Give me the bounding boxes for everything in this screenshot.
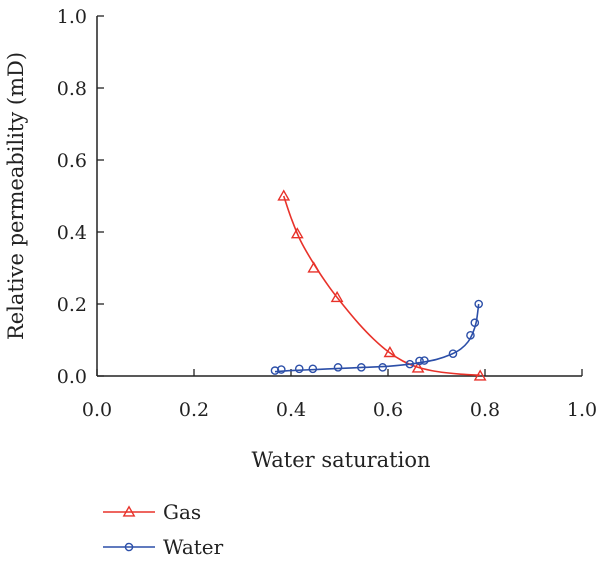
y-tick-label: 1.0: [57, 6, 87, 28]
water-data-point: [466, 331, 475, 340]
water-data-point: [470, 318, 480, 328]
x-tick-label: 0.2: [179, 399, 209, 421]
water-fit-line: [274, 303, 480, 373]
gas-data-point: [473, 369, 487, 381]
water-data-point: [308, 364, 318, 374]
water-data-point: [415, 356, 424, 366]
gas-fit-line: [282, 195, 481, 377]
gas-data-point: [277, 189, 291, 201]
x-tick-label: 0.6: [373, 399, 403, 421]
legend-water-label: Water: [163, 535, 224, 559]
x-tick-label: 0.4: [276, 399, 306, 421]
gas-data-point: [330, 290, 344, 303]
water-data-point: [405, 359, 415, 369]
y-axis-title: Relative permeability (mD): [4, 52, 28, 340]
x-tick-label: 0.0: [82, 399, 112, 421]
y-tick-label: 0.2: [57, 294, 87, 316]
y-tick-label: 0.6: [57, 150, 87, 172]
legend-water-marker: [124, 542, 134, 552]
gas-data-point: [307, 261, 321, 273]
axes: 0.0 0.2 0.4 0.6 0.8 1.0 0.0 0.2 0.4 0.6 0.8 1.0: [57, 6, 597, 421]
water-data-point: [420, 356, 429, 365]
x-axis-title: Water saturation: [251, 448, 430, 472]
water-data-point: [474, 299, 483, 309]
x-tick-label: 0.8: [470, 399, 500, 421]
gas-data-point: [411, 361, 425, 373]
y-tick-label: 0.4: [57, 222, 87, 244]
y-tick-label: 0.8: [57, 78, 87, 100]
water-data-point: [448, 349, 458, 358]
water-data-point: [270, 366, 280, 375]
plot-series: [270, 189, 487, 381]
water-data-point: [357, 363, 366, 372]
gas-data-point: [383, 345, 397, 358]
gas-data-point: [290, 227, 304, 239]
legend: Gas Water: [103, 500, 224, 559]
water-data-point: [378, 363, 387, 372]
water-data-point: [333, 363, 343, 372]
water-data-point: [276, 365, 286, 374]
x-tick-label: 1.0: [567, 399, 597, 421]
water-data-point: [294, 364, 304, 374]
legend-gas-marker: [122, 505, 136, 517]
y-tick-label: 0.0: [57, 366, 87, 388]
legend-gas-label: Gas: [163, 500, 201, 524]
